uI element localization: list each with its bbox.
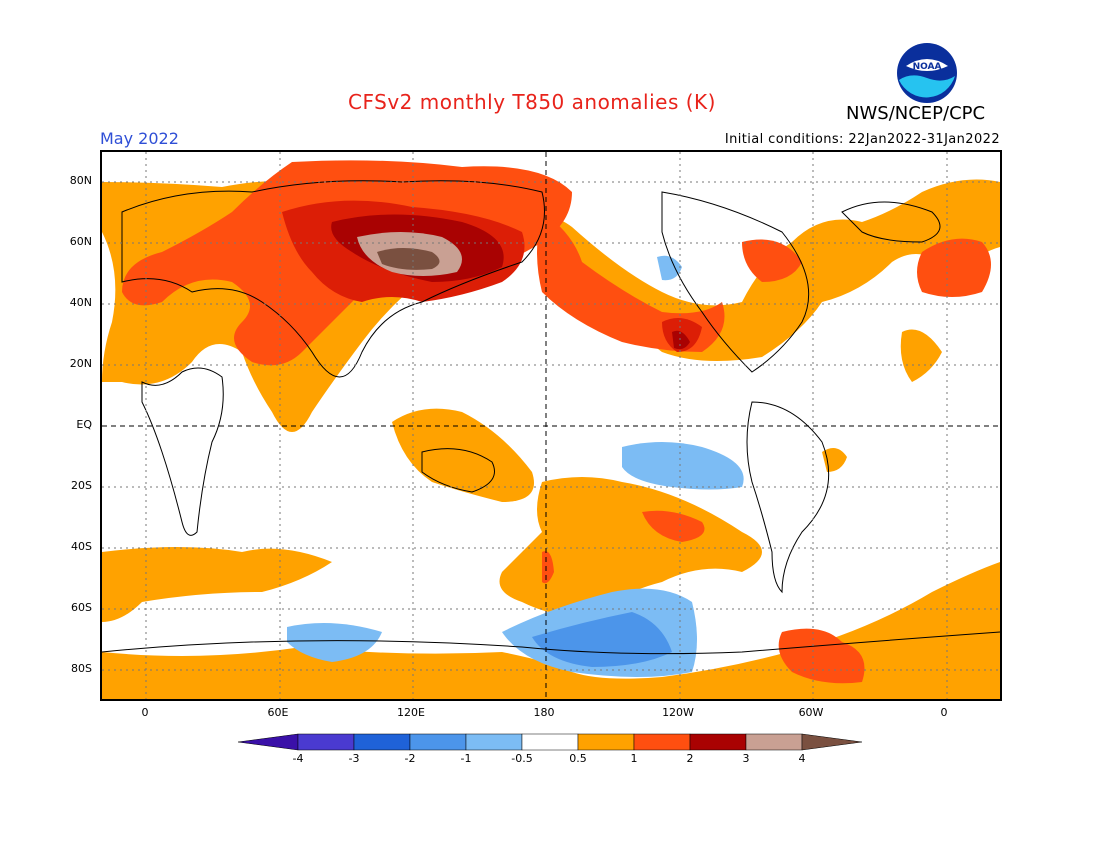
- colorbar-segment-3-4: [745, 733, 803, 751]
- colorbar-label-4: 4: [798, 752, 806, 765]
- anomaly-map-svg: [102, 152, 1000, 699]
- colorbar-segment-neg1-neg05: [465, 733, 523, 751]
- colorbar-segment-neg2-neg1: [409, 733, 467, 751]
- noaa-logo: NOAA: [897, 43, 957, 103]
- colorbar-segment-below-neg4: [238, 733, 299, 751]
- colorbar-label-neg4: -4: [292, 752, 304, 765]
- anomaly-4-plus: [357, 232, 462, 276]
- lat-label-80n: 80N: [69, 174, 92, 187]
- colorbar-segment-neutral: [521, 733, 579, 751]
- forecast-month: May 2022: [100, 129, 179, 148]
- lat-label-60n: 60N: [69, 235, 92, 248]
- lat-label-40n: 40N: [69, 296, 92, 309]
- lat-label-20s: 20S: [71, 479, 92, 492]
- agency-label: NWS/NCEP/CPC: [846, 103, 986, 124]
- lon-label-120e: 120E: [397, 706, 425, 719]
- lat-label-eq: EQ: [76, 418, 92, 431]
- colorbar-label-neg2: -2: [404, 752, 416, 765]
- noaa-logo-text: NOAA: [913, 62, 942, 72]
- lon-label-60e: 60E: [267, 706, 289, 719]
- lon-label-120w: 120W: [662, 706, 694, 719]
- colorbar-label-1: 1: [630, 752, 638, 765]
- colorbar-segment-05-1: [577, 733, 635, 751]
- equator-dateline: [102, 152, 1000, 699]
- colorbar-segment-1-2: [633, 733, 691, 751]
- colorbar-label-2: 2: [686, 752, 694, 765]
- lat-label-60s: 60S: [71, 601, 92, 614]
- continent-outlines: [102, 180, 1000, 655]
- initial-conditions: Initial conditions: 22Jan2022-31Jan2022: [724, 132, 1000, 147]
- lon-label-180: 180: [533, 706, 555, 719]
- chart-title: CFSv2 monthly T850 anomalies (K): [348, 90, 716, 114]
- anomaly-map: [100, 150, 1002, 701]
- colorbar-label-neg1: -1: [460, 752, 472, 765]
- lon-label-0-right: 0: [940, 706, 948, 719]
- colorbar-label-neg05: -0.5: [511, 752, 533, 765]
- colorbar-segment-above-4: [801, 733, 862, 751]
- lat-label-20n: 20N: [69, 357, 92, 370]
- lat-label-40s: 40S: [71, 540, 92, 553]
- colorbar: [238, 733, 862, 751]
- colorbar-segment-neg3-neg2: [353, 733, 411, 751]
- lon-label-60w: 60W: [798, 706, 824, 719]
- colorbar-segment-2-3: [689, 733, 747, 751]
- colorbar-label-neg3: -3: [348, 752, 360, 765]
- colorbar-label-05: 0.5: [569, 752, 587, 765]
- colorbar-label-3: 3: [742, 752, 750, 765]
- graticule: [102, 152, 1000, 699]
- colorbar-segment-neg4-neg3: [297, 733, 355, 751]
- lat-label-80s: 80S: [71, 662, 92, 675]
- lon-label-0-left: 0: [141, 706, 149, 719]
